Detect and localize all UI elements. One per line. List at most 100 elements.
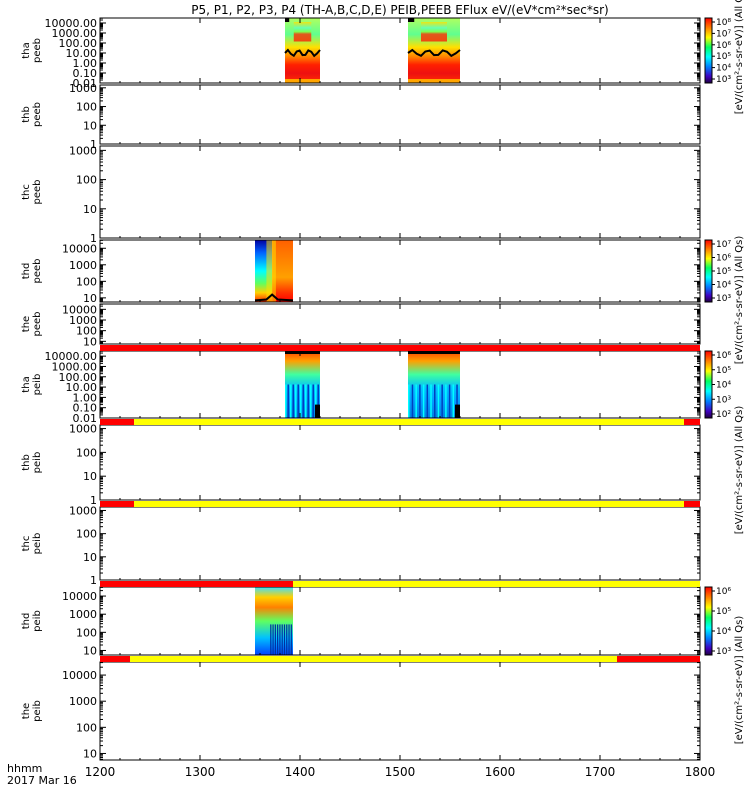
colorbar-unit-label-top: [eV/(cm²-s-sr-eV)] (All Qs) [734, 0, 745, 114]
y-tick-label: 1000.00 [52, 360, 98, 373]
flux-stripe [300, 384, 302, 418]
x-tick-label: 1400 [285, 765, 316, 779]
flux-stripe [422, 384, 425, 418]
x-tick-label: 1200 [85, 765, 116, 779]
x-axis-unit-label: hhmm [7, 762, 42, 775]
y-tick-label: 10000 [62, 669, 97, 682]
y-tick-label: 1.00 [73, 57, 98, 70]
y-tick-label: 1000 [69, 259, 97, 272]
y-axis-label: thbpeib [21, 452, 43, 474]
y-tick-label: 100 [76, 626, 97, 639]
colorbar-tick-label: 10⁶ [716, 41, 731, 51]
mode-bar [100, 581, 700, 587]
flux-stripe [270, 624, 272, 655]
flux-stripe [430, 384, 432, 418]
y-axis-label-line: peib [32, 374, 43, 396]
flux-stripe [441, 384, 443, 418]
colorbar-unit-label-mid-a: [eV/(cm²-s-sr-eV)] (All Qs) [734, 236, 745, 365]
data-gap-marker [315, 404, 320, 418]
flux-stripe [437, 384, 440, 418]
panel-the-peib: 10000 1000 100 10 thepeib [21, 661, 701, 761]
y-tick-label: 10.00 [66, 381, 98, 394]
flux-stripe [448, 384, 451, 418]
y-tick-label: 1 [90, 232, 97, 245]
flux-stripe [415, 384, 417, 418]
y-axis-label-line: peeb [32, 180, 43, 205]
colorbar-tick-label: 10⁶ [716, 587, 731, 597]
panel-thc-peib: 1000 100 10 1 thcpeib [21, 504, 701, 587]
colorbar-strip [704, 239, 713, 303]
panel-background [100, 507, 700, 580]
panel-background [100, 240, 700, 302]
y-tick-label: 10000 [62, 590, 97, 603]
y-tick-label: 10 [83, 747, 97, 760]
panel-background [100, 662, 700, 760]
flux-stripe [445, 384, 447, 418]
panels-group: 10000.001000.00100.0010.001.000.100.01th… [21, 17, 701, 761]
flux-stripe [286, 624, 288, 655]
y-tick-label: 10000.00 [45, 17, 98, 30]
flux-stripe [297, 384, 299, 418]
mode-bar-segment [100, 345, 700, 351]
high-energy-patch [421, 22, 447, 42]
y-tick-label: 10000 [62, 303, 97, 316]
flux-stripe [317, 384, 319, 418]
y-tick-label: 1000 [69, 423, 97, 436]
flux-stripe [310, 384, 312, 418]
y-axis-label-line: peib [32, 610, 43, 632]
mode-bar-segment [617, 656, 700, 662]
colorbar-strip [704, 350, 713, 419]
data-gap-marker [285, 351, 320, 354]
y-tick-label: 10 [83, 551, 97, 564]
y-axis-label-line: the [21, 703, 32, 719]
colorbar-tick-label: 10³ [716, 647, 731, 657]
flux-stripe [307, 384, 309, 418]
panel-background [100, 587, 700, 655]
y-axis-label: thepeeb [21, 312, 43, 337]
date-label: 2017 Mar 16 [7, 774, 77, 787]
mode-bar-segment [293, 581, 700, 587]
y-tick-label: 0.01 [73, 412, 98, 425]
y-tick-label: 10.00 [66, 47, 98, 60]
flux-stripe [287, 384, 289, 418]
y-axis-label-line: peeb [32, 38, 43, 63]
panel-thc-peeb: 1000 100 10 1 thcpeeb [21, 144, 701, 245]
colorbar-tha-peib: 10⁶ 10⁵ 10⁴ 10³ 10² [704, 350, 731, 420]
flux-stripe [272, 624, 274, 655]
y-axis-label-line: the [21, 316, 32, 332]
flux-stripe [419, 384, 421, 418]
panel-thb-peeb: 1000 100 10 1 thbpeeb [21, 82, 701, 151]
y-axis-label-line: thc [21, 184, 32, 200]
data-gap-marker [408, 18, 415, 22]
flux-stripe [305, 384, 307, 418]
data-gap-marker [455, 404, 460, 418]
colorbar-tick-label: 10² [716, 410, 731, 420]
y-tick-label: 1000 [69, 82, 97, 95]
flux-stripe [426, 384, 429, 418]
panel-background [100, 304, 700, 344]
x-tick-label: 1700 [585, 765, 616, 779]
mode-bar-segment [134, 501, 684, 507]
y-axis-label: thapeib [21, 374, 43, 396]
x-tick-label: 1300 [185, 765, 216, 779]
y-axis-label-line: peib [32, 700, 43, 722]
colorbar-strip [704, 17, 713, 84]
colorbar-tick-label: 10³ [716, 75, 731, 85]
y-axis-label-line: tha [21, 42, 32, 58]
mode-bar-segment [684, 419, 700, 425]
spectrogram-block [285, 351, 320, 418]
colorbar-tick-label: 10⁴ [716, 64, 731, 74]
mode-bar-segment [100, 581, 293, 587]
flux-stripe [285, 384, 287, 418]
mode-bar [100, 656, 700, 662]
flux-stripe [312, 384, 314, 418]
flux-stripe [456, 384, 458, 418]
y-tick-label: 10000.00 [45, 350, 98, 363]
panel-background [100, 18, 700, 83]
y-axis-label-line: thd [21, 613, 32, 630]
flux-stripe [283, 624, 286, 655]
y-axis-label: thbpeeb [21, 102, 43, 127]
colorbar-tick-label: 10⁴ [716, 281, 731, 291]
